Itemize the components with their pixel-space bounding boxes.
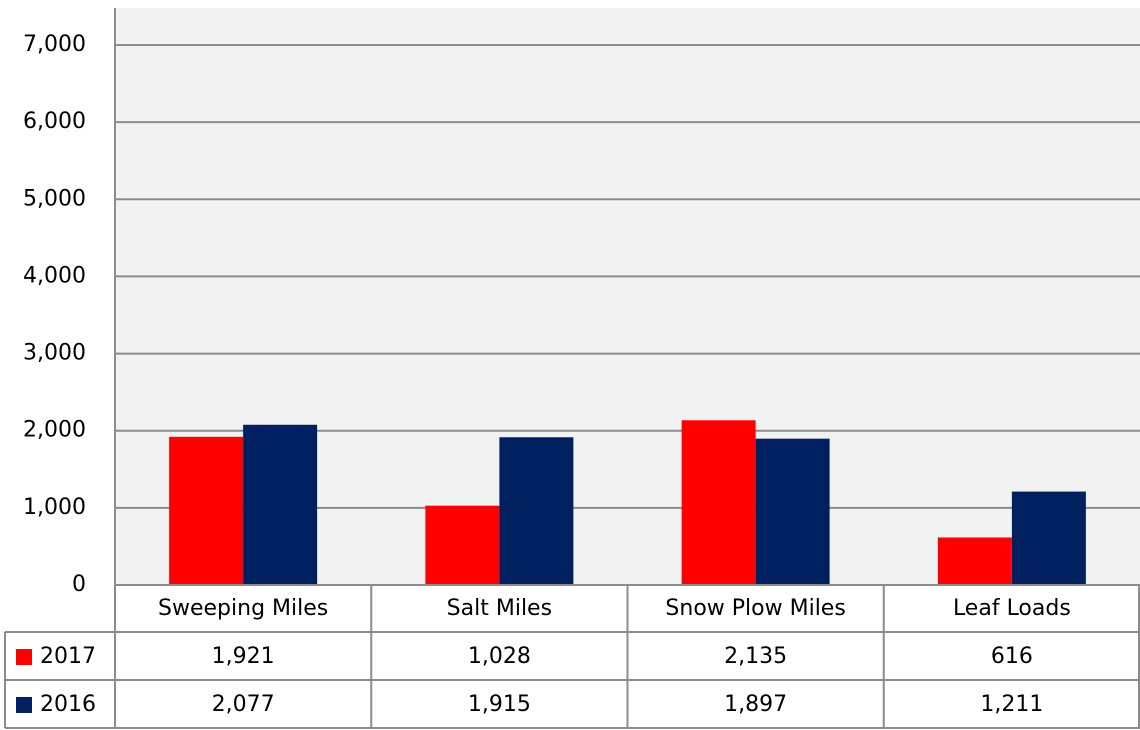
legend-swatch	[16, 697, 32, 713]
y-tick-label: 6,000	[23, 109, 86, 134]
bar	[499, 437, 574, 585]
bar	[1011, 491, 1086, 585]
y-tick-label: 1,000	[23, 495, 86, 520]
bar	[681, 420, 756, 585]
y-tick-label: 7,000	[23, 32, 86, 57]
bar	[169, 436, 244, 585]
bar	[425, 505, 500, 585]
y-tick-label: 2,000	[23, 418, 86, 443]
table-value: 1,915	[468, 692, 531, 717]
category-label: Snow Plow Miles	[665, 596, 845, 621]
legend-swatch	[16, 649, 32, 665]
table-value: 1,897	[724, 692, 787, 717]
table-value: 2,135	[724, 644, 787, 669]
y-tick-label: 4,000	[23, 263, 86, 288]
bar	[755, 438, 830, 585]
category-label: Sweeping Miles	[158, 596, 328, 621]
legend-label: 2017	[40, 644, 96, 669]
y-tick-label: 3,000	[23, 341, 86, 366]
table-value: 1,211	[980, 692, 1043, 717]
table-value: 1,921	[212, 644, 275, 669]
table-value: 616	[991, 644, 1033, 669]
y-tick-label: 5,000	[23, 186, 86, 211]
legend-label: 2016	[40, 692, 96, 717]
y-tick-label: 0	[72, 572, 86, 597]
bar	[937, 537, 1012, 585]
category-label: Leaf Loads	[953, 596, 1071, 621]
category-label: Salt Miles	[447, 596, 552, 621]
table-value: 1,028	[468, 644, 531, 669]
table-value: 2,077	[212, 692, 275, 717]
bar	[243, 424, 318, 585]
